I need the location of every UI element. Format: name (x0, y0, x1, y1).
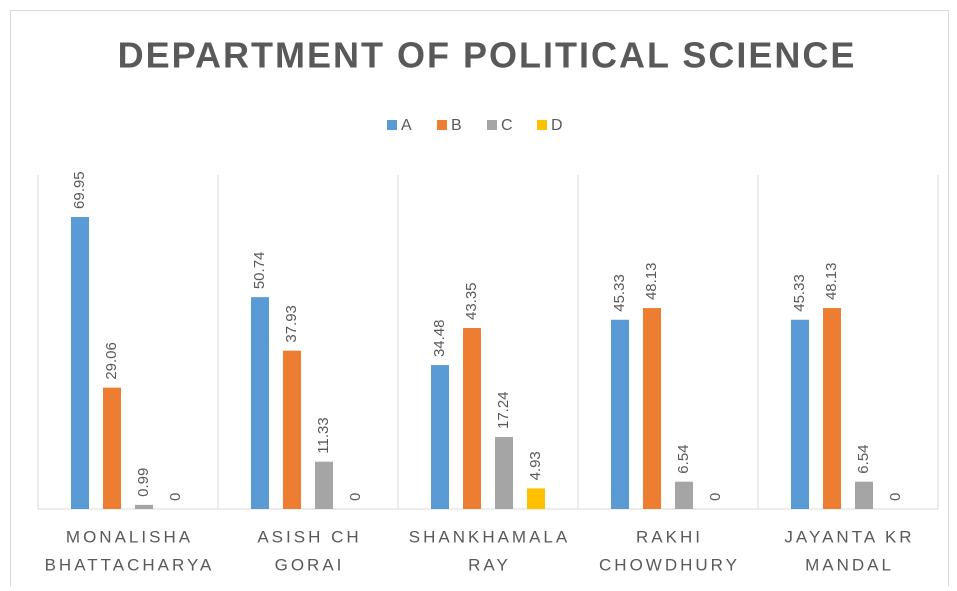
x-tick-label: GORAI (275, 555, 345, 574)
bar (251, 297, 269, 509)
data-label: 11.33 (315, 417, 332, 453)
legend-label: B (451, 117, 462, 134)
data-label: 0 (707, 493, 724, 501)
data-label: 48.13 (643, 263, 660, 301)
data-label: 0 (887, 493, 904, 501)
legend-label: D (551, 117, 563, 134)
x-tick-label: JAYANTA KR (784, 527, 914, 546)
data-label: 45.33 (791, 274, 808, 312)
x-tick-label: MONALISHA (66, 527, 193, 546)
bar (463, 328, 481, 509)
legend-swatch (437, 120, 447, 130)
data-label: 29.06 (103, 342, 120, 380)
data-label: 50.74 (251, 252, 268, 290)
bar (823, 308, 841, 509)
bar (495, 437, 513, 509)
legend: A B C D (387, 117, 563, 134)
x-tick-label: SHANKHAMALA (409, 527, 570, 546)
bar (103, 387, 121, 509)
x-tick-label: CHOWDHURY (599, 555, 740, 574)
bar (283, 350, 301, 509)
data-label: 34.48 (431, 319, 448, 357)
data-label: 0 (347, 493, 364, 501)
bar (855, 481, 873, 509)
legend-label: A (401, 117, 412, 134)
bar (135, 504, 153, 509)
data-label: 48.13 (823, 263, 840, 301)
bar (71, 216, 89, 510)
bar (791, 319, 809, 509)
data-label: 6.54 (855, 444, 872, 473)
legend-swatch (537, 120, 547, 130)
bar (527, 488, 545, 509)
bar (315, 461, 333, 509)
x-tick-label: BHATTACHARYA (45, 555, 215, 574)
data-label: 0.99 (135, 468, 152, 497)
data-label: 69.95 (71, 171, 88, 209)
x-tick-label: ASISH CH (257, 527, 361, 546)
bar (431, 365, 449, 509)
bar (611, 319, 629, 509)
legend-label: C (501, 117, 513, 134)
data-label: 17.24 (495, 391, 512, 429)
x-tick-label: RAY (468, 555, 511, 574)
legend-swatch (387, 120, 397, 130)
bar (643, 308, 661, 509)
chart-title: DEPARTMENT OF POLITICAL SCIENCE (118, 35, 857, 76)
x-tick-label: MANDAL (805, 555, 894, 574)
data-label: 6.54 (675, 444, 692, 473)
data-label: 43.35 (463, 282, 480, 320)
legend-swatch (487, 120, 497, 130)
data-label: 37.93 (283, 305, 300, 343)
x-tick-label: RAKHI (636, 527, 703, 546)
data-label: 0 (167, 493, 184, 501)
data-label: 45.33 (611, 274, 628, 312)
data-label: 4.93 (527, 451, 544, 480)
bar (675, 481, 693, 509)
